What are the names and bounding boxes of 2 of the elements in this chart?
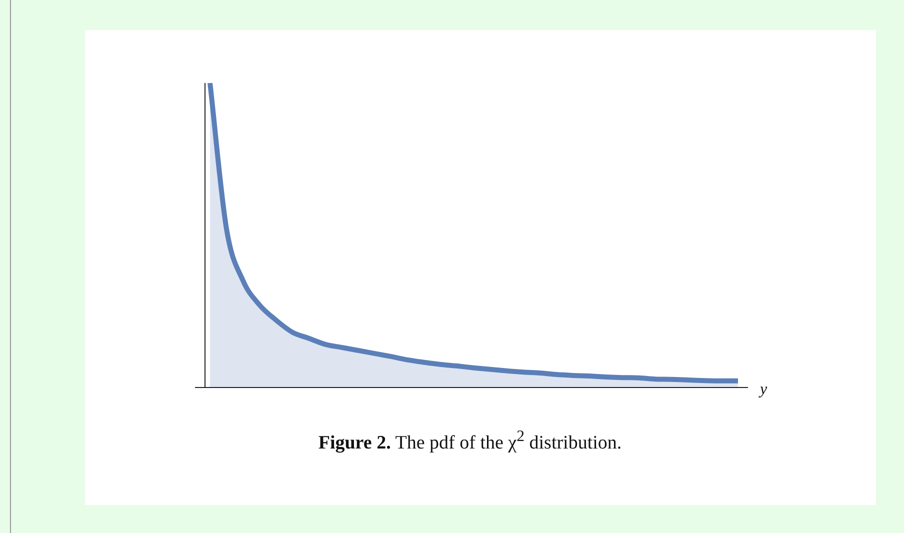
text: Figure 2. The pdf of the χ$^{2}$ distribution. bbox=[317, 428, 623, 454]
x-axis-title: y bbox=[758, 381, 768, 398]
